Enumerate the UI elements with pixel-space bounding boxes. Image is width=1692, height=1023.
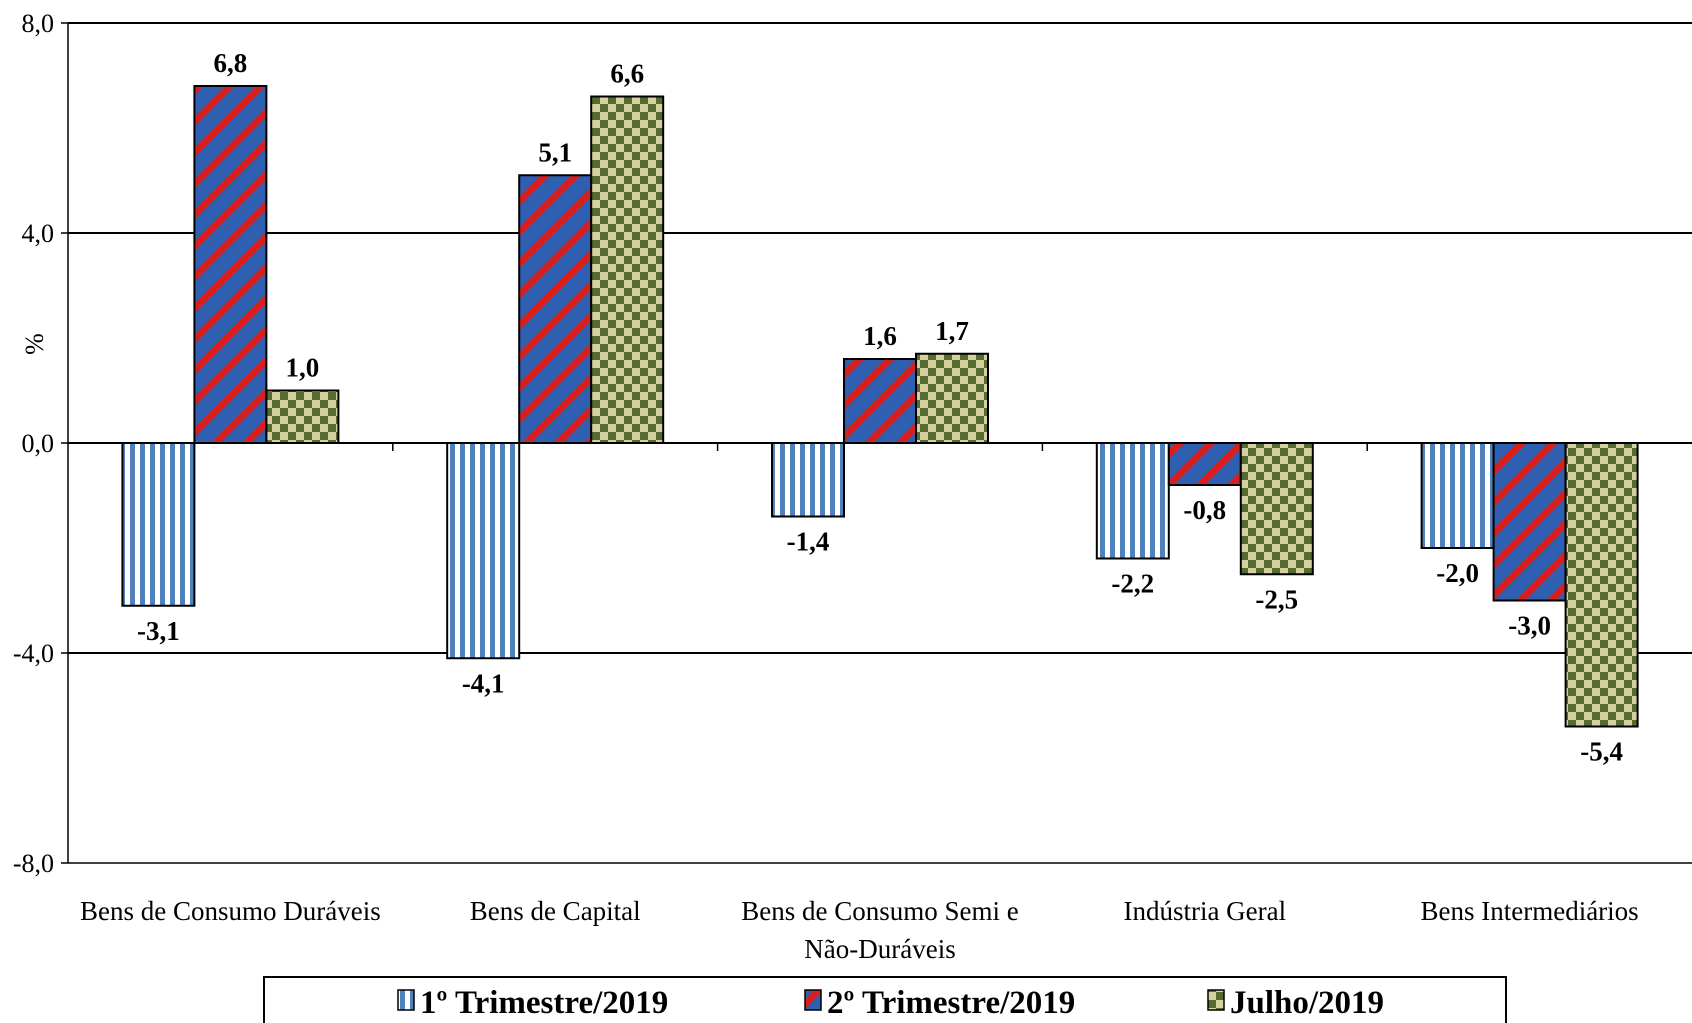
bars <box>121 85 1639 728</box>
x-category-label: Bens Intermediários <box>1420 896 1638 926</box>
bar <box>1095 442 1170 560</box>
legend-label: Julho/2019 <box>1230 985 1384 1021</box>
legend-label: 2º Trimestre/2019 <box>827 985 1075 1021</box>
bar <box>590 95 665 444</box>
bar <box>771 442 845 518</box>
data-label: 6,6 <box>610 59 644 89</box>
bar <box>121 442 196 607</box>
bar <box>193 85 268 444</box>
data-label: 1,0 <box>286 353 320 383</box>
legend-swatch <box>1207 989 1225 1011</box>
bar <box>1492 442 1567 602</box>
x-category-label: Bens de Consumo Duráveis <box>80 896 381 926</box>
x-category-label: Bens de Consumo Semi e <box>741 896 1019 926</box>
data-label: -4,1 <box>462 668 505 698</box>
bar <box>518 174 593 444</box>
legend-box <box>263 976 1507 1023</box>
bar <box>1420 442 1495 549</box>
bar <box>843 358 917 444</box>
data-label: -2,2 <box>1111 569 1154 599</box>
legend-label: 1º Trimestre/2019 <box>420 985 668 1021</box>
x-category-label: Bens de Capital <box>470 896 641 926</box>
axes: 8,0 4,0 0,0 -4,0 -8,0% Bens de Consumo Duráve… <box>13 9 1692 964</box>
bar <box>1564 442 1639 728</box>
y-tick-label: -8,0 <box>13 849 54 878</box>
bar <box>265 389 340 444</box>
x-category-label: Não-Duráveis <box>804 934 955 964</box>
bar <box>446 442 521 660</box>
y-axis-label: % <box>20 333 49 355</box>
data-label: -3,1 <box>137 616 180 646</box>
y-tick-label: 8,0 <box>22 9 55 38</box>
data-label: 1,6 <box>863 321 897 351</box>
data-label: -0,8 <box>1183 495 1226 525</box>
bar <box>915 352 989 444</box>
data-label: 6,8 <box>214 48 248 78</box>
data-label: -5,4 <box>1580 737 1623 767</box>
data-label: 5,1 <box>538 137 572 167</box>
bar <box>1239 442 1314 576</box>
legend: 1º Trimestre/2019 2º Trimestre/2019 Julho/… <box>263 976 1507 1023</box>
data-label: -2,0 <box>1436 558 1479 588</box>
data-labels: -3,1 -4,1 -1,4 -2,2 -2,0 6,8 5,1 1,6 -0,8 -3,0 1,0… <box>137 48 1623 767</box>
data-label: -2,5 <box>1255 584 1298 614</box>
y-tick-label: 4,0 <box>22 219 55 248</box>
legend-swatch <box>804 989 822 1011</box>
y-tick-label: 0,0 <box>22 429 55 458</box>
y-tick-label: -4,0 <box>13 639 54 668</box>
bar <box>1167 442 1242 486</box>
data-label: 1,7 <box>935 316 969 346</box>
x-category-label: Indústria Geral <box>1123 896 1286 926</box>
data-label: -3,0 <box>1508 611 1551 641</box>
data-label: -1,4 <box>787 527 830 557</box>
legend-swatch <box>397 989 415 1011</box>
